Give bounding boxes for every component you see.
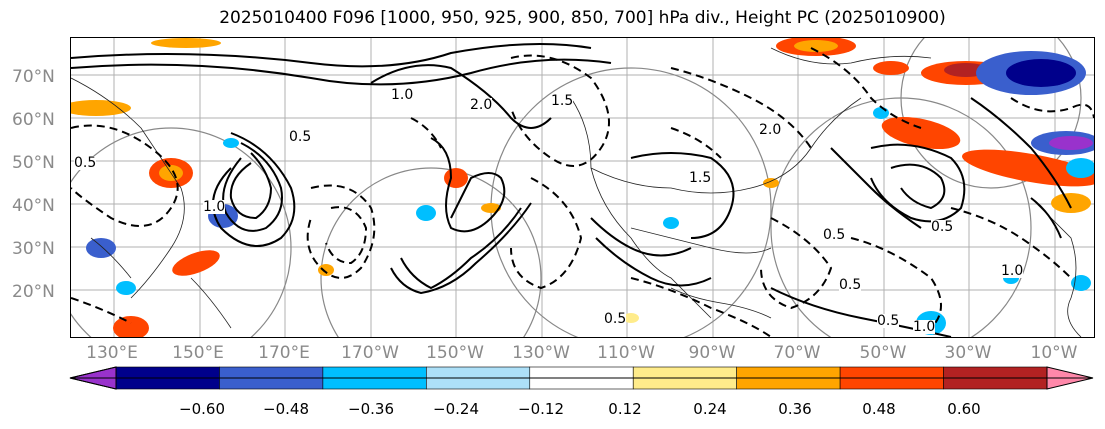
contour-label: 1.0 — [391, 87, 414, 103]
contour-label: 0.5 — [839, 277, 862, 293]
lat-label-60n: 60°N — [12, 110, 55, 130]
lat-label-70n: 70°N — [12, 67, 55, 87]
lon-label-90w: 90°W — [688, 343, 736, 363]
lon-label-150w: 150°W — [426, 343, 484, 363]
colorbar-tick: 0.60 — [947, 400, 981, 418]
colorbar-extend-left — [69, 366, 117, 390]
colorbar-tick: 0.36 — [778, 400, 812, 418]
lon-label-150e: 150°E — [172, 343, 224, 363]
colorbar-tick: −0.48 — [263, 400, 309, 418]
contour-label: 0.5 — [823, 227, 846, 243]
colorbar-tick: 0.48 — [862, 400, 896, 418]
contour-label: 0.5 — [74, 155, 97, 171]
pc-circles — [71, 38, 1082, 337]
lat-label-30n: 30°N — [12, 239, 55, 259]
coastlines — [71, 47, 1082, 337]
contour-label: 0.5 — [604, 311, 627, 327]
map-panel[interactable]: 1.0 0.5 2.0 1.5 0.5 2.0 0.5 1.0 0.5 1.5 … — [70, 37, 1095, 338]
contour-label: 1.5 — [689, 170, 712, 186]
lon-label-70w: 70°W — [773, 343, 821, 363]
colorbar-tick: −0.36 — [348, 400, 394, 418]
divergence-shading — [71, 38, 1094, 337]
lat-label-50n: 50°N — [12, 153, 55, 173]
lat-label-20n: 20°N — [12, 282, 55, 302]
contour-label: 1.0 — [1001, 263, 1024, 279]
lon-label-10w: 10°W — [1030, 343, 1078, 363]
lon-label-30w: 30°W — [944, 343, 992, 363]
lon-label-130e: 130°E — [86, 343, 138, 363]
lon-label-170w: 170°W — [341, 343, 399, 363]
colorbar-tick: −0.12 — [518, 400, 564, 418]
map-canvas — [71, 38, 1094, 337]
colorbar-tick: −0.60 — [179, 400, 225, 418]
contour-label: 2.0 — [759, 122, 782, 138]
contour-label: 0.5 — [931, 219, 954, 235]
graticule — [71, 38, 1094, 337]
lon-label-110w: 110°W — [597, 343, 655, 363]
colorbar-tick: −0.24 — [433, 400, 479, 418]
lat-label-40n: 40°N — [12, 196, 55, 216]
colorbar-tick: 0.24 — [693, 400, 727, 418]
lon-label-50w: 50°W — [859, 343, 907, 363]
contour-label: 1.0 — [913, 319, 936, 335]
contour-label: 2.0 — [470, 97, 493, 113]
colorbar-tick: 0.12 — [608, 400, 642, 418]
lon-label-170e: 170°E — [258, 343, 310, 363]
positive-contours — [71, 43, 1072, 337]
contour-label: 0.5 — [289, 129, 312, 145]
negative-contours — [71, 47, 1094, 337]
contour-label: 0.5 — [877, 313, 900, 329]
contour-label: 1.0 — [203, 199, 226, 215]
lon-label-130w: 130°W — [512, 343, 570, 363]
contour-label: 1.5 — [551, 93, 574, 109]
map-title: 2025010400 F096 [1000, 950, 925, 900, 85… — [219, 8, 946, 28]
